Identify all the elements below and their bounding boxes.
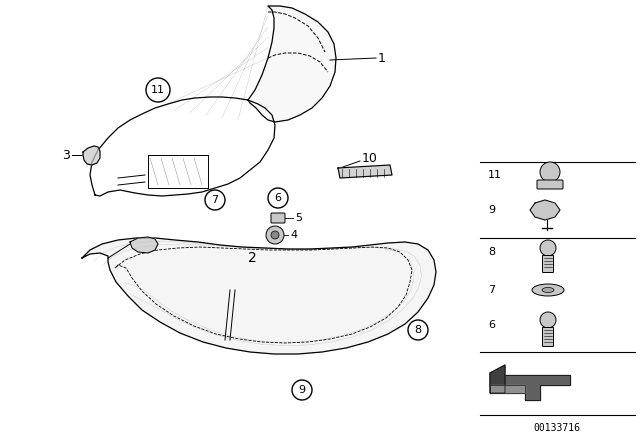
Ellipse shape [532,284,564,296]
Polygon shape [530,200,560,220]
Text: 4: 4 [290,230,297,240]
Circle shape [266,226,284,244]
Text: 9: 9 [298,385,305,395]
Text: 8: 8 [415,325,422,335]
Polygon shape [490,375,570,400]
Polygon shape [490,385,525,393]
Polygon shape [490,365,505,393]
Circle shape [268,188,288,208]
Text: 7: 7 [211,195,219,205]
Circle shape [205,190,225,210]
Text: 10: 10 [362,151,378,164]
Circle shape [146,78,170,102]
Text: 00133716: 00133716 [534,423,580,433]
Text: 11: 11 [151,85,165,95]
Text: 6: 6 [488,320,495,330]
Text: 11: 11 [488,170,502,180]
Circle shape [540,312,556,328]
Polygon shape [338,165,392,178]
FancyBboxPatch shape [271,213,285,223]
FancyBboxPatch shape [543,327,554,346]
Polygon shape [248,6,336,122]
Circle shape [540,240,556,256]
Text: 1: 1 [378,52,386,65]
Text: 9: 9 [488,205,495,215]
Polygon shape [83,146,100,165]
Circle shape [271,231,279,239]
Text: 6: 6 [275,193,282,203]
Polygon shape [82,238,436,354]
FancyBboxPatch shape [543,255,554,272]
FancyBboxPatch shape [537,180,563,189]
Text: 3: 3 [62,148,70,161]
Text: 5: 5 [295,213,302,223]
Circle shape [408,320,428,340]
Ellipse shape [542,288,554,293]
Text: 8: 8 [488,247,495,257]
Circle shape [540,162,560,182]
Circle shape [292,380,312,400]
Text: 7: 7 [488,285,495,295]
Text: 2: 2 [248,251,257,265]
Polygon shape [130,237,158,253]
